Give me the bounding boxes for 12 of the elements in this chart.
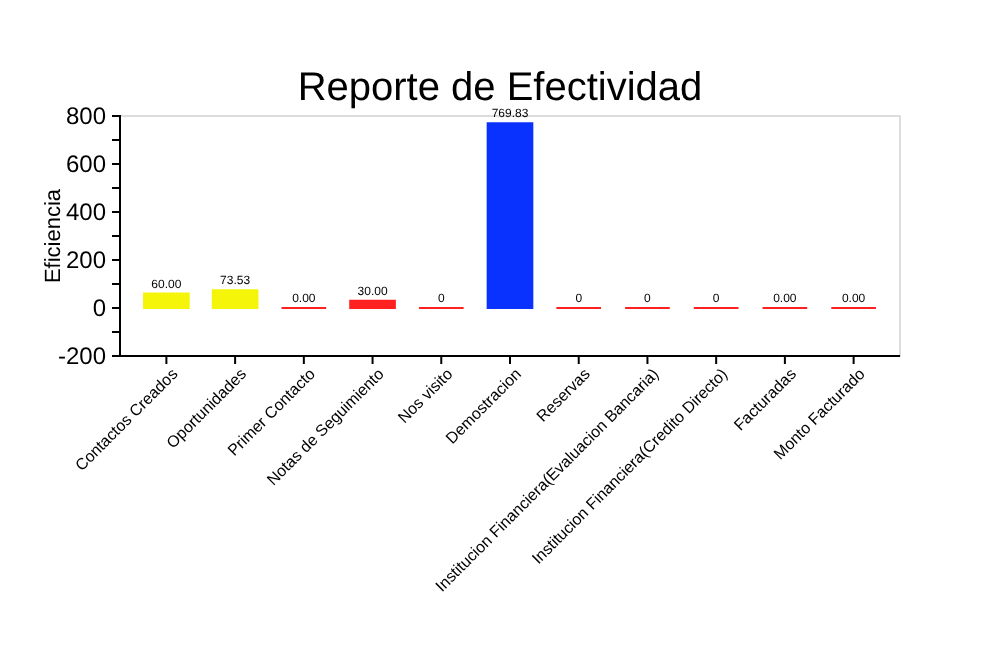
y-axis-title: Eficiencia [42,187,66,284]
bar [349,299,396,309]
y-tick-label: 0 [92,293,107,322]
chart-title: Reporte de Efectividad [297,66,703,110]
bar [211,289,259,309]
bar [143,292,190,309]
y-tick-label: 800 [65,101,107,130]
y-tick-label: 400 [65,197,107,226]
y-tick-label: -200 [57,341,107,370]
y-tick-label: 200 [65,245,107,274]
bar [486,122,534,309]
y-tick-label: 600 [65,149,107,178]
